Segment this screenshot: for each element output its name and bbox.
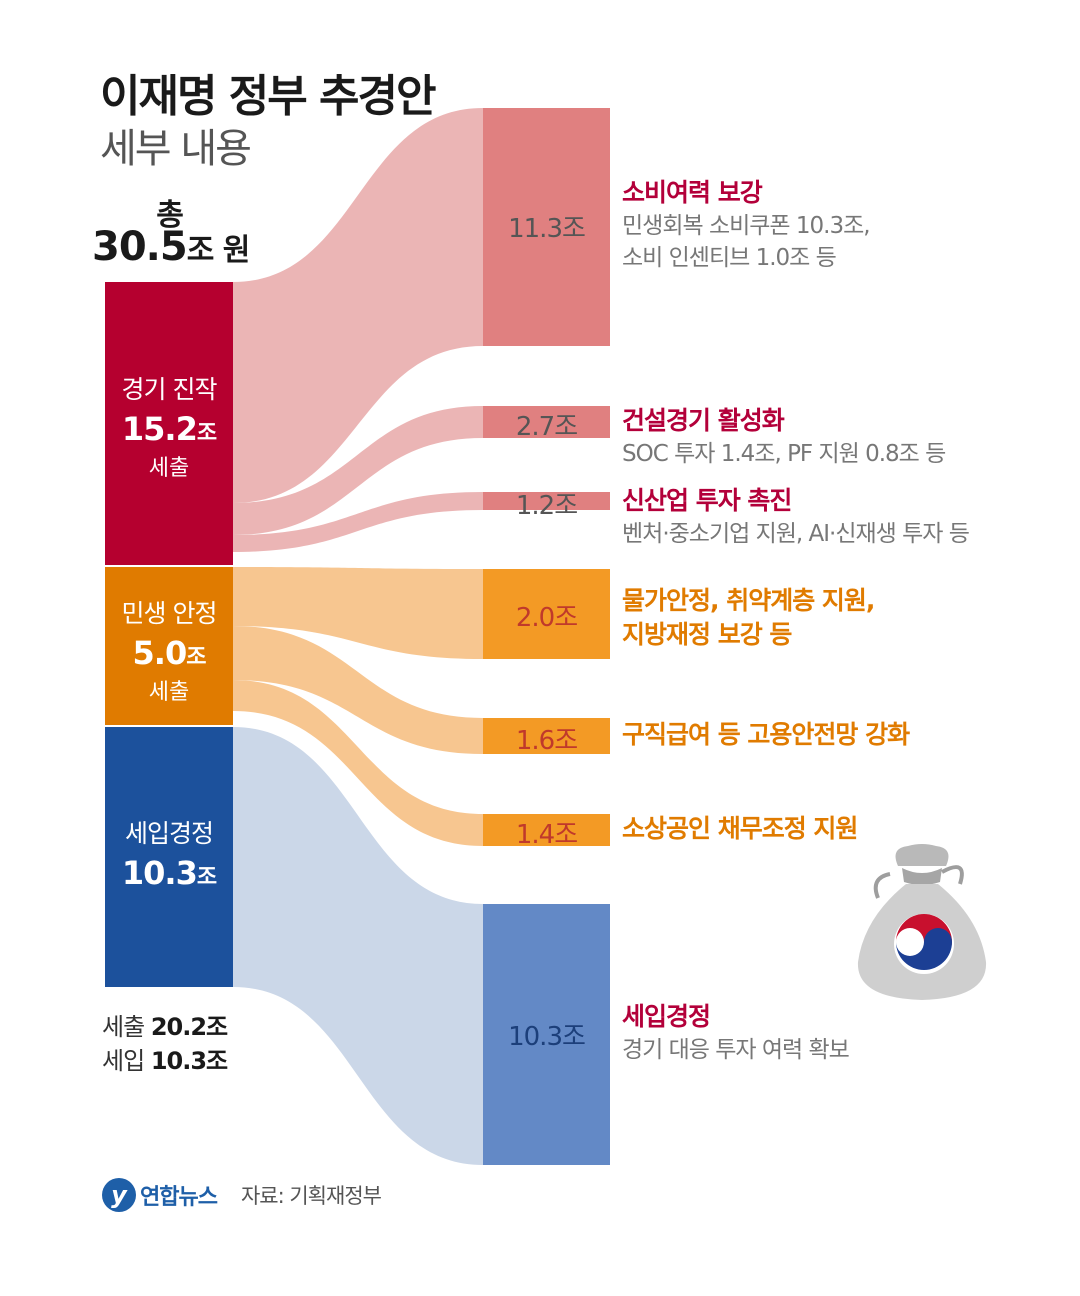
target-value-label: 1.4조 <box>515 820 578 850</box>
source-kind: 세출 <box>148 456 190 481</box>
target-description-revenue: 세입경정 경기 대응 투자 여력 확보 <box>622 1000 850 1066</box>
target-heading: 소상공인 채무조정 지원 <box>622 814 858 843</box>
source-bar <box>105 282 233 565</box>
flow-link <box>233 492 483 552</box>
source-label-revenue: 세입경정 10.3조 <box>105 814 233 892</box>
source-label-livelihood: 민생 안정 5.0조 세출 <box>105 594 233 706</box>
target-description-consumption: 소비여력 보강 민생회복 소비쿠폰 10.3조, 소비 인센티브 1.0조 등 <box>622 176 871 274</box>
target-value-label: 1.6조 <box>515 726 578 756</box>
totals-revenue: 세입 10.3조 <box>102 1047 228 1075</box>
target-detail: 경기 대응 투자 여력 확보 <box>622 1037 850 1063</box>
source-name: 경기 진작 <box>121 375 218 404</box>
target-value-label: 11.3조 <box>508 214 586 244</box>
target-value-label: 2.7조 <box>515 412 578 442</box>
target-bar <box>483 569 610 659</box>
source-label-growth: 경기 진작 15.2조 세출 <box>105 370 233 482</box>
total-number: 30.5 <box>92 224 188 270</box>
target-heading: 건설경기 활성화 <box>622 406 785 435</box>
target-heading: 물가안정, 취약계층 지원, <box>622 586 875 615</box>
target-detail: SOC 투자 1.4조, PF 지원 0.8조 등 <box>622 441 946 467</box>
source-amount: 10.3조 <box>121 854 217 892</box>
source-amount: 15.2조 <box>121 410 217 448</box>
money-bag-icon <box>857 844 987 1000</box>
page-title: 이재명 정부 추경안 <box>100 71 436 122</box>
source-credit: 자료: 기획재정부 <box>240 1184 382 1208</box>
source-bar <box>105 567 233 725</box>
target-bar <box>483 904 610 1165</box>
target-description-employment: 구직급여 등 고용안전망 강화 <box>622 718 910 752</box>
target-bar <box>483 814 610 846</box>
footer: y 연합뉴스 자료: 기획재정부 <box>102 1178 382 1212</box>
target-description-prices: 물가안정, 취약계층 지원, 지방재정 보강 등 <box>622 584 875 652</box>
target-description-new-industry: 신산업 투자 촉진 벤처·중소기업 지원, AI·신재생 투자 등 <box>622 484 970 550</box>
source-amount: 5.0조 <box>132 634 207 672</box>
yonhap-logo-icon: y <box>102 1178 136 1212</box>
target-bar <box>483 492 610 510</box>
target-detail: 벤처·중소기업 지원, AI·신재생 투자 등 <box>622 521 970 547</box>
target-detail: 민생회복 소비쿠폰 10.3조, <box>622 213 871 239</box>
target-value-label: 10.3조 <box>508 1022 586 1052</box>
target-heading: 신산업 투자 촉진 <box>622 486 792 515</box>
source-name: 민생 안정 <box>121 599 218 628</box>
target-bars <box>483 108 610 1165</box>
source-kind: 세출 <box>148 680 190 705</box>
totals-spend: 세출 20.2조 <box>102 1013 228 1041</box>
target-heading: 구직급여 등 고용안전망 강화 <box>622 720 910 749</box>
total-value: 30.5조 원 <box>92 224 251 270</box>
flow-link <box>233 406 483 535</box>
logo-text: 연합뉴스 <box>140 1185 218 1210</box>
target-value-label: 2.0조 <box>515 603 578 633</box>
flow-link <box>233 727 483 1165</box>
flow-link <box>233 108 483 503</box>
target-description-smallbiz: 소상공인 채무조정 지원 <box>622 812 858 846</box>
flow-link <box>233 680 483 846</box>
target-bar <box>483 406 610 438</box>
source-bar <box>105 727 233 987</box>
target-heading: 소비여력 보강 <box>622 178 763 207</box>
target-heading-line2: 지방재정 보강 등 <box>622 620 792 649</box>
page-subtitle: 세부 내용 <box>100 126 252 172</box>
target-bar <box>483 108 610 346</box>
source-name: 세입경정 <box>124 819 214 848</box>
flow-links <box>233 108 483 1165</box>
target-description-construction: 건설경기 활성화 SOC 투자 1.4조, PF 지원 0.8조 등 <box>622 404 946 470</box>
target-value-label: 1.2조 <box>515 491 578 521</box>
totals-summary: 세출 20.2조 세입 10.3조 <box>102 1010 228 1078</box>
flow-link <box>233 567 483 659</box>
source-bars <box>105 282 233 987</box>
target-heading: 세입경정 <box>622 1002 711 1031</box>
target-bar <box>483 718 610 754</box>
total-unit: 조 원 <box>186 233 251 268</box>
flow-link <box>233 626 483 754</box>
total-label: 총 <box>156 198 184 233</box>
target-detail: 소비 인센티브 1.0조 등 <box>622 245 837 271</box>
